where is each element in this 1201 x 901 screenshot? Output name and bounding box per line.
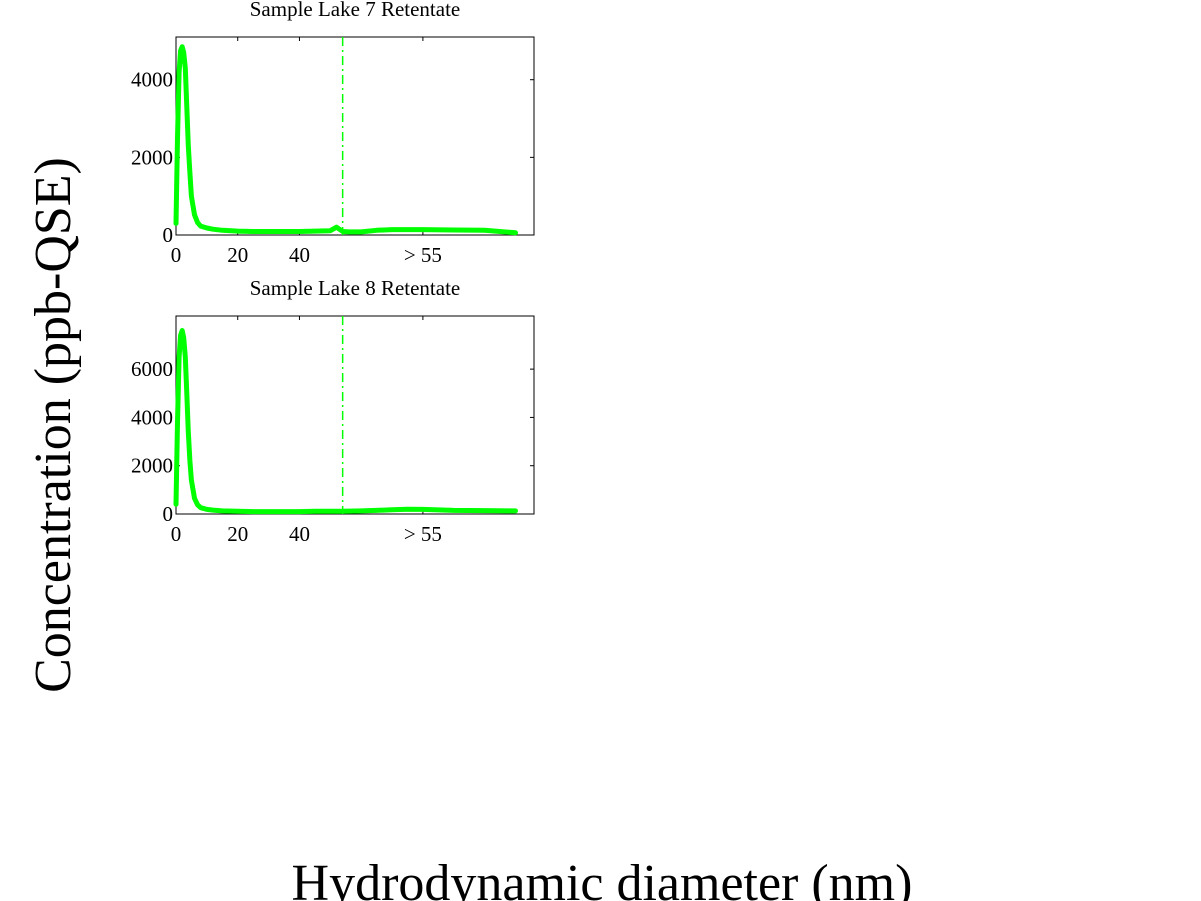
x-tick-label: 20 (227, 522, 248, 546)
y-axis-label: Concentration (ppb-QSE) (25, 157, 82, 693)
y-tick-label: 2000 (131, 454, 173, 478)
x-tick-label: 40 (289, 522, 310, 546)
series-line-1 (173, 44, 518, 236)
x-tick-label: 0 (171, 522, 182, 546)
x-axis-label: Hydrodynamic diameter (nm) (292, 855, 913, 901)
chart-title: Sample Lake 8 Retentate (250, 276, 461, 300)
y-tick-label: 0 (163, 223, 174, 247)
plot-frame (175, 315, 535, 515)
series-line-1 (173, 328, 518, 515)
y-tick-label: 4000 (131, 68, 173, 92)
x-tick-label: 0 (171, 243, 182, 267)
y-tick-label: 6000 (131, 357, 173, 381)
chart-panel-2: Sample Lake 8 Retentate 0 20 40 > 55 0 2000 400… (131, 276, 535, 546)
y-tick-label: 2000 (131, 145, 173, 169)
y-tick-label: 0 (163, 502, 174, 526)
chart-panel-1: Sample Lake 7 Retentate 0 20 40 > 55 0 2000 400… (131, 0, 535, 267)
x-tick-label: > 55 (404, 243, 442, 267)
x-tick-label: > 55 (404, 522, 442, 546)
y-tick-label: 4000 (131, 405, 173, 429)
x-tick-label: 20 (227, 243, 248, 267)
plot-frame (175, 36, 535, 236)
chart-title: Sample Lake 7 Retentate (250, 0, 461, 21)
x-tick-label: 40 (289, 243, 310, 267)
